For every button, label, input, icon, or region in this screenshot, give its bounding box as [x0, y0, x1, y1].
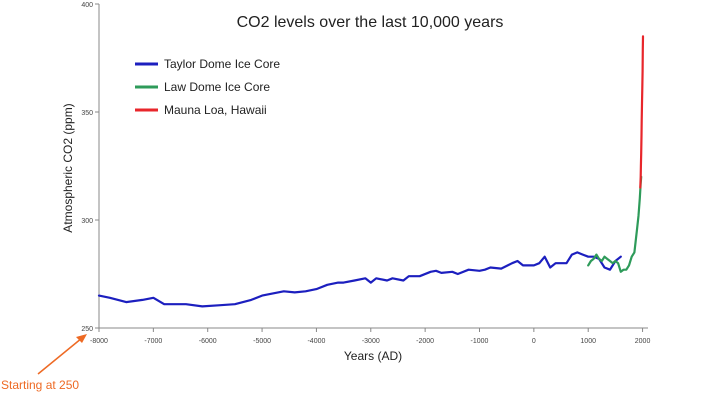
series-group: [97, 35, 645, 308]
annotation: Starting at 250: [1, 334, 87, 392]
x-tick-label: 2000: [635, 338, 651, 345]
x-axis-title: Years (AD): [344, 349, 402, 363]
y-axis-title: Atmospheric CO2 (ppm): [61, 103, 75, 232]
x-tick-label: -3000: [362, 338, 380, 345]
ticks: -8000 -7000 -6000 -5000 -4000 -3000 -2000 -1000…: [81, 2, 650, 345]
y-tick-label: 400: [81, 2, 93, 9]
axes: [98, 4, 648, 329]
y-tick-label: 300: [81, 218, 93, 225]
annotation-arrow-line: [37, 337, 83, 375]
y-tick-label: 250: [81, 326, 93, 333]
chart-title: CO2 levels over the last 10,000 years: [237, 14, 504, 31]
series-line-0: [97, 251, 622, 308]
x-tick-label: -4000: [307, 338, 325, 345]
series-line-1: [587, 175, 643, 273]
legend-label-0: Taylor Dome Ice Core: [164, 57, 280, 71]
legend-label-1: Law Dome Ice Core: [164, 80, 270, 94]
y-tick-label: 350: [81, 110, 93, 117]
legend: Taylor Dome Ice Core Law Dome Ice Core Mau…: [135, 57, 280, 117]
legend-label-2: Mauna Loa, Hawaii: [164, 103, 267, 117]
x-tick-label: -6000: [199, 338, 217, 345]
x-tick-label: -2000: [416, 338, 434, 345]
annotation-arrowhead: [76, 334, 87, 343]
series-line-2: [639, 35, 645, 189]
x-tick-label: 0: [532, 338, 536, 345]
x-tick-label: -7000: [144, 338, 162, 345]
x-tick-label: -5000: [253, 338, 271, 345]
x-tick-label: 1000: [580, 338, 596, 345]
annotation-text: Starting at 250: [1, 378, 79, 392]
x-tick-label: -8000: [90, 338, 108, 345]
x-tick-label: -1000: [471, 338, 489, 345]
